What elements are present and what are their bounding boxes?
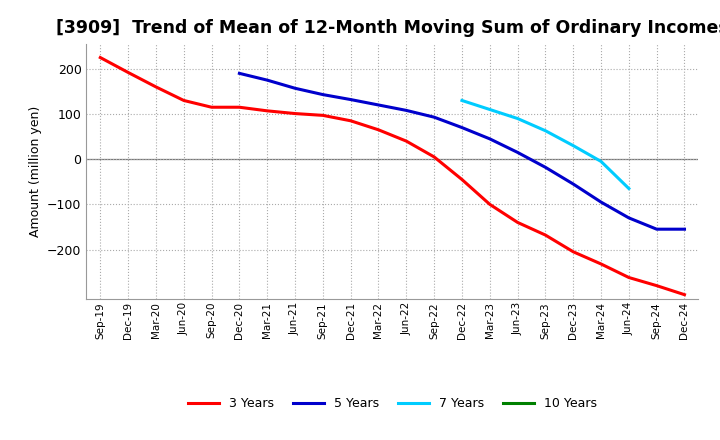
5 Years (541, 165, 550, 170)
3 Years (652, 283, 661, 288)
3 Years (291, 111, 300, 116)
7 Years (569, 143, 577, 148)
3 Years (318, 113, 327, 118)
5 Years (430, 114, 438, 120)
3 Years (152, 84, 161, 90)
5 Years (569, 181, 577, 187)
3 Years (96, 55, 104, 60)
Y-axis label: Amount (million yen): Amount (million yen) (29, 106, 42, 237)
5 Years (318, 92, 327, 97)
7 Years (624, 186, 633, 191)
3 Years (485, 202, 494, 207)
3 Years (374, 127, 383, 132)
7 Years (458, 98, 467, 103)
5 Years (263, 77, 271, 83)
3 Years (458, 177, 467, 182)
3 Years (430, 154, 438, 160)
7 Years (513, 116, 522, 121)
Line: 7 Years: 7 Years (462, 100, 629, 188)
7 Years (485, 107, 494, 112)
Line: 3 Years: 3 Years (100, 58, 685, 295)
5 Years (346, 97, 355, 102)
3 Years (346, 118, 355, 124)
3 Years (207, 105, 216, 110)
3 Years (680, 292, 689, 297)
3 Years (541, 232, 550, 238)
7 Years (541, 128, 550, 133)
5 Years (458, 125, 467, 130)
5 Years (485, 136, 494, 142)
5 Years (597, 199, 606, 205)
3 Years (235, 105, 243, 110)
3 Years (513, 220, 522, 225)
3 Years (179, 98, 188, 103)
5 Years (291, 86, 300, 91)
3 Years (569, 249, 577, 254)
5 Years (624, 215, 633, 220)
Title: [3909]  Trend of Mean of 12-Month Moving Sum of Ordinary Incomes: [3909] Trend of Mean of 12-Month Moving … (56, 19, 720, 37)
5 Years (374, 103, 383, 108)
5 Years (652, 227, 661, 232)
3 Years (624, 275, 633, 280)
Legend: 3 Years, 5 Years, 7 Years, 10 Years: 3 Years, 5 Years, 7 Years, 10 Years (183, 392, 602, 415)
3 Years (263, 108, 271, 114)
3 Years (402, 139, 410, 144)
5 Years (513, 150, 522, 155)
5 Years (680, 227, 689, 232)
Line: 5 Years: 5 Years (239, 73, 685, 229)
5 Years (235, 71, 243, 76)
3 Years (124, 70, 132, 75)
3 Years (597, 261, 606, 267)
7 Years (597, 159, 606, 164)
5 Years (402, 108, 410, 113)
